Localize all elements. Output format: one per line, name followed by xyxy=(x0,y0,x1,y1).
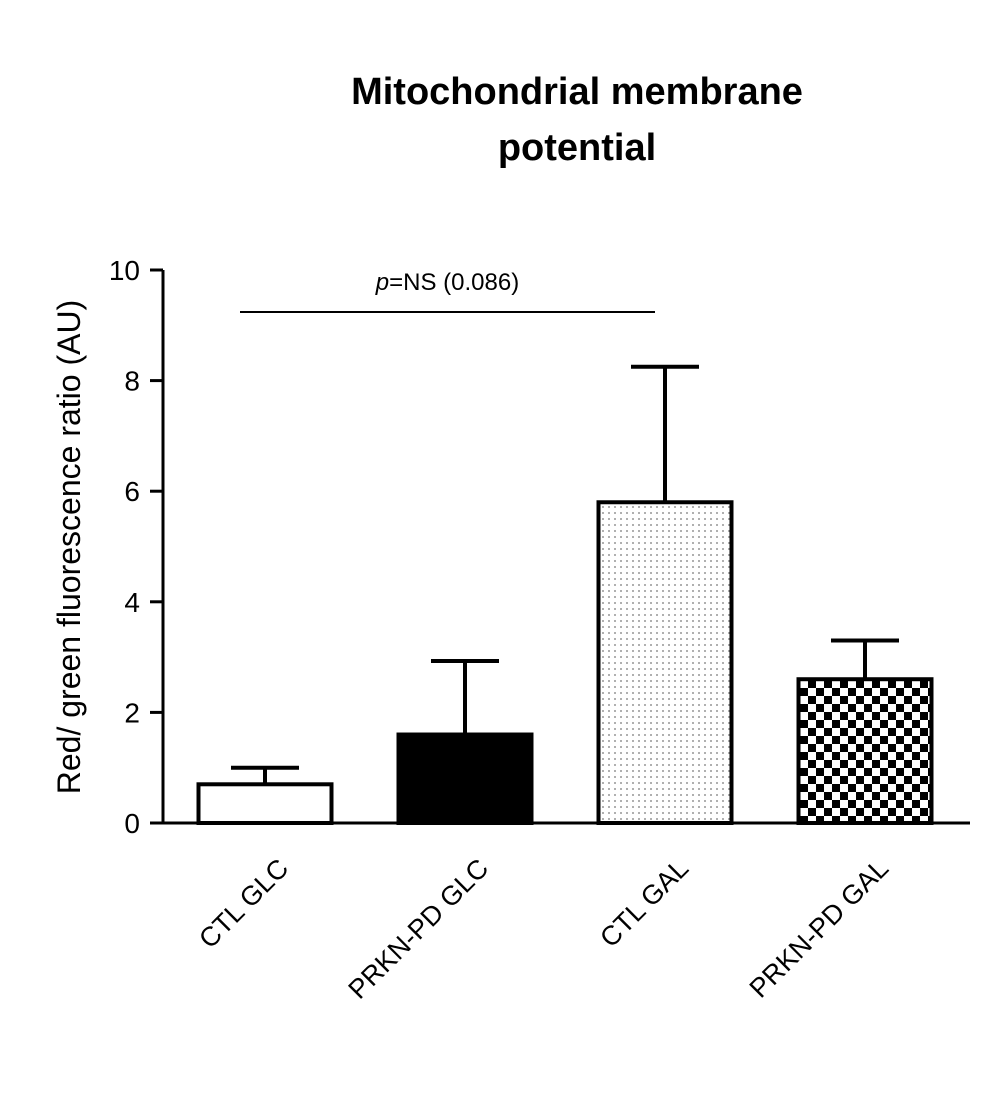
p-symbol: p xyxy=(375,269,389,296)
category-label: CTL GAL xyxy=(594,853,694,953)
category-label: PRKN-PD GLC xyxy=(343,853,495,1005)
y-tick-label: 0 xyxy=(124,808,140,839)
significance-label: p=NS (0.086) xyxy=(375,269,519,296)
y-tick-label: 2 xyxy=(124,697,140,728)
y-tick-label: 6 xyxy=(124,476,140,507)
bar xyxy=(796,677,934,825)
category-label: PRKN-PD GAL xyxy=(744,853,895,1004)
y-tick-label: 8 xyxy=(124,366,140,397)
y-tick-label: 10 xyxy=(109,255,140,286)
bar xyxy=(396,732,534,826)
y-axis-label: Red/ green fluorescence ratio (AU) xyxy=(51,300,87,794)
p-value-text: =NS (0.086) xyxy=(389,269,519,296)
y-tick-label: 4 xyxy=(124,587,140,618)
category-labels: CTL GLC PRKN-PD GLC CTL GAL PRKN-PD GAL xyxy=(193,853,894,1005)
chart-title-line-2: potential xyxy=(498,127,656,169)
chart-title-line-1: Mitochondrial membrane xyxy=(351,71,803,113)
bar xyxy=(196,782,334,825)
bars xyxy=(196,364,934,826)
category-label: CTL GLC xyxy=(193,853,294,954)
bar xyxy=(596,500,734,825)
y-ticks: 0 2 4 6 8 10 xyxy=(109,255,163,839)
